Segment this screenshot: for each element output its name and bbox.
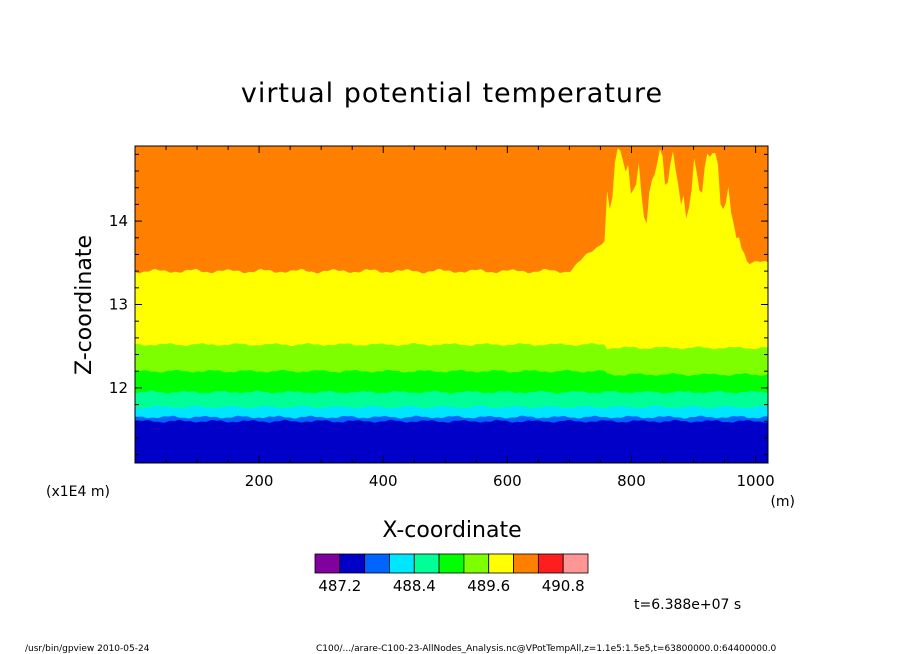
colorbar-swatch	[463, 553, 490, 574]
colorbar-swatch	[314, 553, 341, 574]
x-tick-label: 800	[617, 472, 646, 490]
y-tick-label: 12	[109, 379, 128, 397]
contour-band-blue	[135, 419, 768, 463]
y-tick-label: 14	[109, 212, 128, 230]
x-tick-label: 1000	[736, 472, 774, 490]
x-tick-label: 400	[369, 472, 398, 490]
x-axis-ticks: 200 400 600 800 1000	[165, 146, 775, 490]
x-tick-label: 600	[493, 472, 522, 490]
colorbar-swatch	[513, 553, 539, 574]
x-axis-label: X-coordinate	[382, 518, 521, 543]
colorbar-swatch	[562, 553, 589, 574]
colorbar-swatch	[364, 553, 390, 574]
colorbar-swatch	[537, 553, 564, 574]
x-tick-label: 200	[245, 472, 274, 490]
colorbar-labels: 487.2 488.4 489.6 490.8	[318, 577, 584, 595]
contour-bands	[135, 146, 768, 463]
colorbar-tick-label: 489.6	[467, 577, 510, 595]
time-annotation: t=6.388e+07 s	[634, 597, 741, 613]
x-axis-unit: (m)	[770, 494, 795, 510]
y-tick-label: 13	[109, 296, 128, 314]
chart-title: virtual potential temperature	[241, 78, 663, 109]
colorbar-swatch	[488, 553, 514, 574]
y-axis-ticks: 12 13 14	[109, 153, 768, 456]
plot-area: 200 400 600 800 1000 12 13 14	[109, 145, 775, 490]
colorbar-swatch	[389, 553, 415, 574]
footer-left: /usr/bin/gpview 2010-05-24	[25, 644, 150, 654]
colorbar-tick-label: 488.4	[393, 577, 436, 595]
y-axis-unit: (x1E4 m)	[46, 484, 110, 500]
colorbar	[314, 553, 589, 574]
colorbar-tick-label: 490.8	[542, 577, 585, 595]
footer-right: C100/.../arare-C100-23-AllNodes_Analysis…	[316, 644, 777, 654]
y-axis-label: Z-coordinate	[72, 235, 97, 375]
colorbar-swatch	[339, 553, 366, 574]
colorbar-swatch	[438, 553, 465, 574]
colorbar-swatch	[413, 553, 440, 574]
colorbar-tick-label: 487.2	[318, 577, 361, 595]
